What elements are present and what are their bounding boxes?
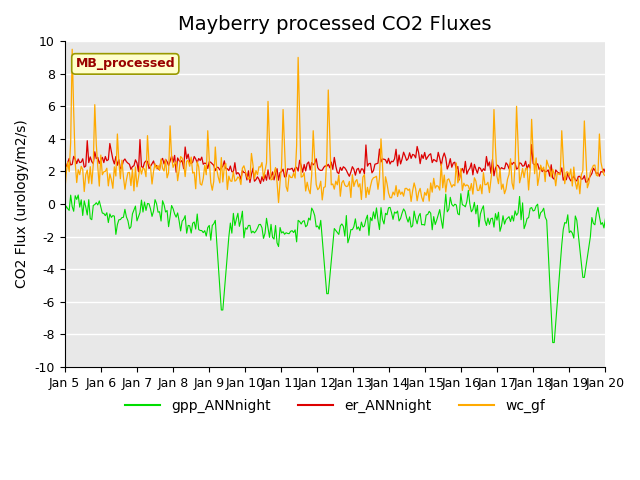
er_ANNnight [602, 170, 609, 176]
er_ANNnight [257, 180, 264, 186]
Title: Mayberry processed CO2 Fluxes: Mayberry processed CO2 Fluxes [179, 15, 492, 34]
er_ANNnight [136, 137, 144, 143]
gpp_ANNnight [127, 224, 135, 229]
er_ANNnight [61, 162, 68, 168]
wc_gf [275, 200, 282, 205]
wc_gf [68, 47, 76, 52]
gpp_ANNnight [61, 210, 68, 216]
Line: er_ANNnight: er_ANNnight [65, 140, 605, 183]
er_ANNnight [223, 166, 231, 172]
Line: gpp_ANNnight: gpp_ANNnight [65, 191, 605, 343]
er_ANNnight [251, 179, 259, 184]
gpp_ANNnight [549, 340, 557, 346]
wc_gf [241, 168, 249, 174]
gpp_ANNnight [249, 228, 257, 234]
gpp_ANNnight [222, 270, 230, 276]
wc_gf [602, 173, 609, 179]
gpp_ANNnight [298, 221, 305, 227]
wc_gf [251, 176, 259, 182]
er_ANNnight [300, 162, 308, 168]
gpp_ANNnight [575, 232, 582, 238]
er_ANNnight [241, 170, 249, 176]
gpp_ANNnight [465, 188, 472, 193]
wc_gf [300, 170, 308, 176]
wc_gf [223, 187, 231, 192]
gpp_ANNnight [240, 235, 248, 240]
wc_gf [129, 166, 136, 172]
er_ANNnight [575, 174, 582, 180]
Text: MB_processed: MB_processed [76, 58, 175, 71]
wc_gf [61, 190, 68, 196]
Line: wc_gf: wc_gf [65, 49, 605, 203]
Legend: gpp_ANNnight, er_ANNnight, wc_gf: gpp_ANNnight, er_ANNnight, wc_gf [120, 394, 550, 419]
wc_gf [575, 176, 582, 182]
gpp_ANNnight [602, 216, 609, 221]
er_ANNnight [127, 167, 135, 172]
Y-axis label: CO2 Flux (urology/m2/s): CO2 Flux (urology/m2/s) [15, 120, 29, 288]
